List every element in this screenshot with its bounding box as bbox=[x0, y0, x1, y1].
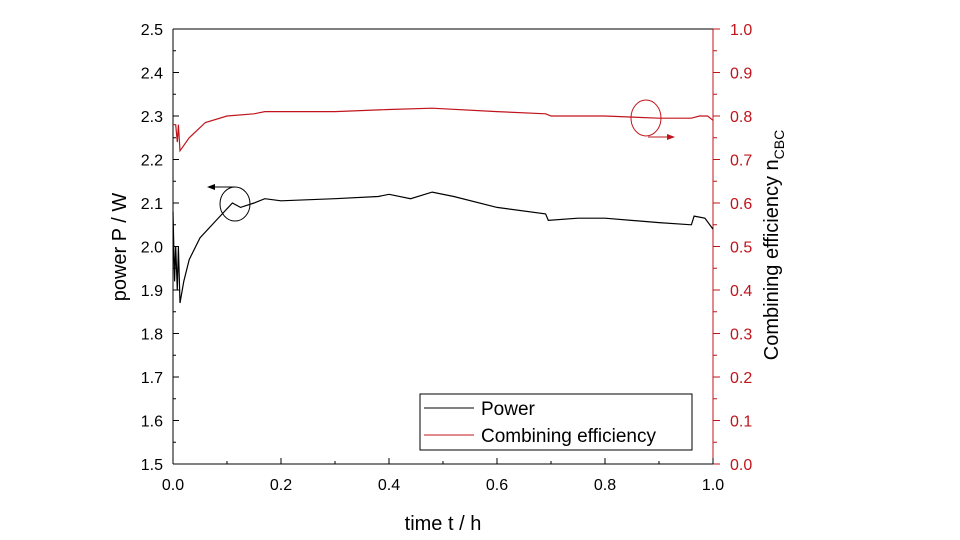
y2-tick-label: 0.5 bbox=[730, 240, 752, 257]
efficiency-annotation-circle bbox=[630, 99, 662, 137]
y-tick-label: 2.0 bbox=[141, 240, 163, 257]
y-tick-label: 2.4 bbox=[141, 66, 163, 83]
y2-tick-label: 0.3 bbox=[730, 327, 752, 344]
y-tick-label: 2.1 bbox=[141, 196, 163, 213]
efficiency-arrow-head bbox=[667, 134, 675, 140]
plot-area bbox=[172, 28, 714, 465]
y-tick-label: 2.5 bbox=[141, 22, 163, 39]
y2-tick-label: 0.6 bbox=[730, 196, 752, 213]
series-line-power bbox=[172, 191, 714, 304]
power-arrow-head bbox=[207, 184, 215, 190]
y2-tick-label: 0.1 bbox=[730, 414, 752, 431]
legend: Power Combining efficiency bbox=[419, 393, 693, 451]
y2-tick-label: 0.7 bbox=[730, 153, 752, 170]
y2-tick-label: 0.4 bbox=[730, 283, 752, 300]
y-tick-label: 2.3 bbox=[141, 109, 163, 126]
y-tick-label: 2.2 bbox=[141, 153, 163, 170]
y-tick-label: 1.5 bbox=[141, 457, 163, 474]
x-axis-label: time t / h bbox=[405, 513, 482, 535]
x-tick-label: 0.6 bbox=[486, 477, 508, 494]
y2-tick-label: 0.2 bbox=[730, 370, 752, 387]
y-tick-label: 1.6 bbox=[141, 414, 163, 431]
x-tick-label: 0.0 bbox=[162, 477, 184, 494]
y-axis-label: power P / W bbox=[109, 193, 131, 302]
y2-tick-label: 1.0 bbox=[730, 22, 752, 39]
y2-tick-label: 0.8 bbox=[730, 109, 752, 126]
left-axis: 1.5 1.6 1.7 1.8 1.9 2.0 2.1 2.2 2.3 2.4 2.5 bbox=[141, 22, 179, 474]
right-axis: 0.0 0.1 0.2 0.3 0.4 0.5 0.6 0.7 0.8 0.9 1.0 bbox=[713, 22, 752, 474]
x-axis: 0.0 0.2 0.4 0.6 0.8 1.0 bbox=[162, 458, 724, 494]
series-line-efficiency bbox=[173, 107, 714, 153]
legend-label-efficiency: Combining efficiency bbox=[481, 426, 656, 447]
y2-axis-label: Combining efficiency nCBC bbox=[761, 130, 787, 360]
y-tick-label: 1.9 bbox=[141, 283, 163, 300]
x-tick-label: 0.4 bbox=[378, 477, 400, 494]
y-tick-label: 1.7 bbox=[141, 370, 163, 387]
y-tick-label: 1.8 bbox=[141, 327, 163, 344]
y2-tick-label: 0.0 bbox=[730, 457, 752, 474]
legend-label-power: Power bbox=[481, 399, 536, 420]
x-tick-label: 1.0 bbox=[702, 477, 724, 494]
x-tick-label: 0.8 bbox=[594, 477, 616, 494]
annotations bbox=[207, 99, 675, 222]
x-tick-label: 0.2 bbox=[270, 477, 292, 494]
y2-tick-label: 0.9 bbox=[730, 66, 752, 83]
